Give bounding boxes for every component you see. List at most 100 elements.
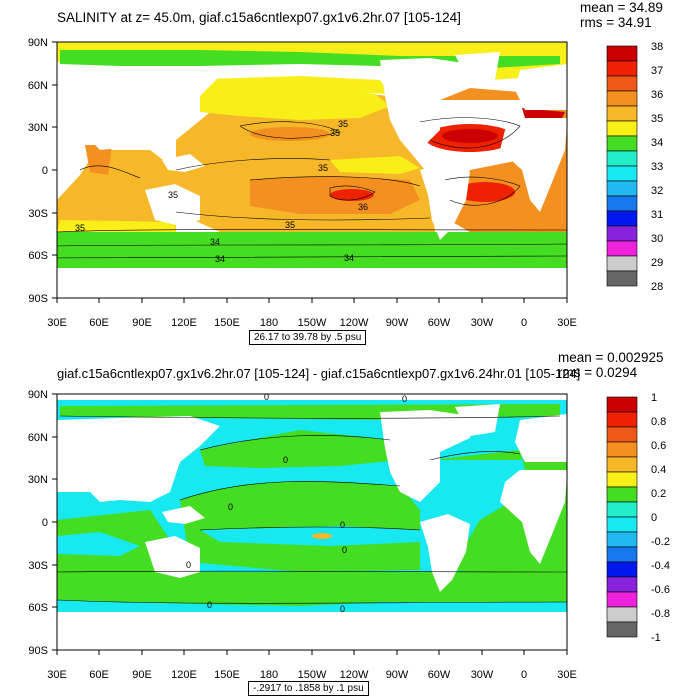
colorbar-box: [606, 621, 638, 638]
panel-title: SALINITY at z= 45.0m, giaf.c15a6cntlexp0…: [57, 10, 461, 25]
lon-label: 120W: [340, 669, 369, 681]
lat-label: 90N: [28, 389, 48, 401]
salinity-map-panel: SALINITY at z= 45.0m, giaf.c15a6cntlexp0…: [28, 0, 663, 345]
colorbar-labels: 38 37 36 35 34 33 32 31 30 29 28: [651, 41, 663, 293]
lat-label: 90N: [28, 37, 48, 49]
lat-label: 60S: [28, 602, 48, 614]
australia-landmass: [145, 184, 200, 226]
colorbar-label: 35: [651, 113, 663, 125]
colorbar-box: [606, 90, 638, 107]
north-pacific-core: [250, 127, 330, 141]
north-america-landmass: [380, 410, 470, 502]
colorbar-box: [606, 606, 638, 623]
colorbar-label: 30: [651, 233, 663, 245]
equatorial-yellow: [312, 533, 332, 539]
mean-value: mean = 0.002925: [558, 350, 664, 365]
colorbar-box: [606, 561, 638, 578]
colorbar-label: 34: [651, 137, 663, 149]
lon-label: 60E: [89, 669, 109, 681]
contour-label: 35: [330, 128, 340, 138]
contour-label: 0: [283, 455, 288, 465]
colorbar-box: [606, 225, 638, 242]
map-plot: 0 0 0 0 0 0 0 0 0: [56, 392, 568, 651]
colorbar-box: [606, 150, 638, 167]
colorbar-label: 28: [651, 281, 663, 293]
south-pacific-max: [330, 189, 374, 201]
lon-tick-labels: 30E 60E 90E 120E 150E 180 150W 120W 90W …: [47, 669, 577, 681]
colorbar-box: [606, 516, 638, 533]
south-indian-cyan: [57, 532, 140, 556]
axis-ticks: [52, 41, 568, 303]
greenland-landmass: [455, 52, 500, 84]
north-america-landmass: [380, 58, 470, 150]
lon-label: 90W: [386, 669, 409, 681]
contour-label: 35: [75, 223, 85, 233]
lon-label: 0: [521, 317, 527, 329]
lat-label: 0: [42, 517, 48, 529]
contour-label: 0: [342, 545, 347, 555]
contour-label: 34: [344, 253, 354, 263]
rms-value: rms = 34.91: [580, 15, 652, 30]
lat-label: 60N: [28, 80, 48, 92]
lat-label: 30S: [28, 208, 48, 220]
lon-label: 120E: [171, 317, 197, 329]
colorbar-box: [606, 45, 638, 62]
difference-map-figure: 0 0 0 0 0 0 0 0 0: [28, 389, 670, 681]
southern-green-band: [57, 572, 567, 606]
contour-label: 0: [264, 392, 269, 402]
colorbar-box: [606, 60, 638, 77]
south-america-landmass: [420, 162, 470, 240]
contour-label: 35: [318, 163, 328, 173]
colorbar-label: 0.8: [651, 416, 666, 428]
east-pacific-fresh: [330, 156, 420, 174]
contour-label: 0: [186, 560, 191, 570]
lon-label: 60W: [428, 669, 451, 681]
contour-label: 35: [338, 119, 348, 129]
lon-label: 120W: [340, 317, 369, 329]
colorbar-box: [606, 546, 638, 563]
north-atlantic-core: [442, 129, 498, 143]
southern-ocean-band: [57, 232, 567, 268]
equatorial-cyan-tongue: [200, 526, 420, 546]
lat-label: 30N: [28, 122, 48, 134]
colorbar-box: [606, 426, 638, 443]
lon-label: 150E: [214, 317, 240, 329]
lon-label: 60W: [428, 317, 451, 329]
colorbar-label: 29: [651, 257, 663, 269]
rms-value: rms = 0.0294: [558, 365, 638, 380]
colorbar-label: -0.4: [651, 560, 670, 572]
lat-label: 60N: [28, 432, 48, 444]
eurasia-landmass: [57, 416, 220, 502]
colorbar-box: [606, 411, 638, 428]
colorbar-label: 31: [651, 209, 663, 221]
arabian-sea: [85, 145, 112, 175]
colorbar-label: 32: [651, 185, 663, 197]
lon-label: 0: [521, 669, 527, 681]
lon-label: 30E: [557, 669, 577, 681]
contour-range-info: 26.17 to 39.78 by .5 psu: [249, 330, 367, 345]
contour-label: 0: [340, 520, 345, 530]
lon-label: 150E: [214, 669, 240, 681]
colorbar-boxes: [606, 45, 638, 287]
contour-label: 0: [402, 394, 407, 404]
colorbar-label: -0.2: [651, 536, 670, 548]
lat-label: 60S: [28, 250, 48, 262]
contour-label: 35: [168, 190, 178, 200]
maritime-continent-landmass: [162, 154, 205, 172]
lat-label: 90S: [28, 293, 48, 305]
panel-title: giaf.c15a6cntlexp07.gx1v6.2hr.07 [105-12…: [57, 366, 581, 381]
colorbar-box: [606, 240, 638, 257]
lon-label: 30W: [471, 317, 494, 329]
europe-landmass: [515, 64, 567, 110]
lon-label: 90E: [132, 669, 152, 681]
contour-label: 0: [340, 604, 345, 614]
colorbar-box: [606, 270, 638, 287]
colorbar-box: [606, 165, 638, 182]
lon-label: 30E: [47, 317, 67, 329]
colorbar-label: 0.2: [651, 488, 666, 500]
contour-label: 36: [358, 202, 368, 212]
colorbar-label: 36: [651, 89, 663, 101]
colorbar-box: [606, 396, 638, 413]
colorbar-label: 1: [651, 392, 657, 404]
south-atlantic-max: [455, 182, 515, 202]
